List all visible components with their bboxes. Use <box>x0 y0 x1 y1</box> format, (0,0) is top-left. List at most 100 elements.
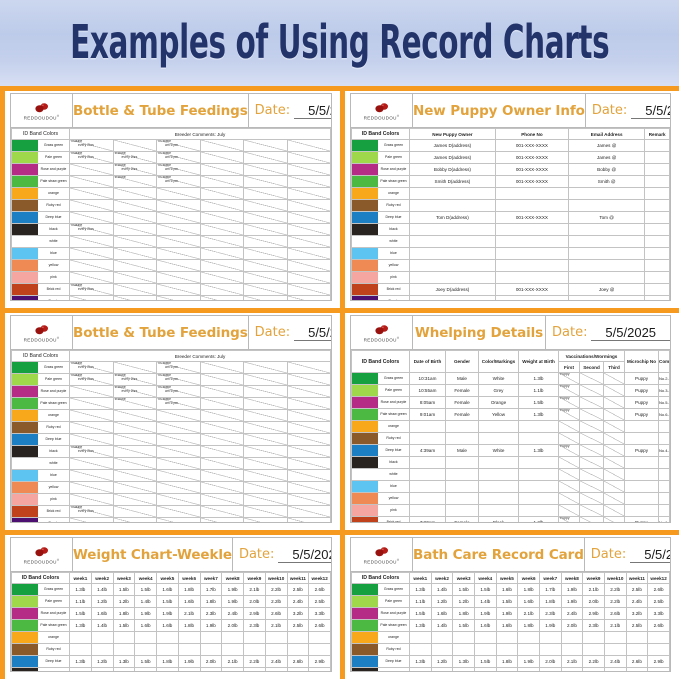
microchip-cell[interactable]: Puppy <box>624 408 660 421</box>
week-value-cell[interactable] <box>221 667 244 671</box>
owner-cell[interactable] <box>409 295 496 300</box>
whelping-weight-cell[interactable] <box>518 432 559 445</box>
feeding-cell[interactable] <box>69 385 114 398</box>
feeding-cell[interactable] <box>69 517 114 522</box>
week-value-cell[interactable]: 2.6lb <box>625 655 649 668</box>
feeding-cell[interactable] <box>156 223 201 236</box>
microchip-cell[interactable] <box>624 504 660 517</box>
feeding-cell[interactable] <box>286 397 331 410</box>
week-value-cell[interactable] <box>495 631 519 644</box>
owner-cell[interactable]: James D(address) <box>409 151 496 164</box>
week-value-cell[interactable]: 1.9lb <box>156 607 179 620</box>
week-value-cell[interactable]: 1.4lb <box>430 619 454 632</box>
week-value-cell[interactable] <box>409 667 432 671</box>
vaccination-first-note[interactable]: Puppy <box>560 384 570 388</box>
microchip-cell[interactable]: Puppy <box>624 384 660 397</box>
date-value[interactable]: 5/5/2025 <box>631 103 670 119</box>
whelping-dob-cell[interactable]: 10:55am <box>409 384 446 397</box>
vaccination-second-cell[interactable] <box>579 432 604 445</box>
week-value-cell[interactable]: 1.4lb <box>430 583 454 596</box>
owner-cell[interactable] <box>494 223 569 236</box>
feeding-cell[interactable]: 1/3tube every 2hrs <box>69 283 114 296</box>
feeding-cell[interactable] <box>286 421 331 434</box>
feeding-cell[interactable] <box>156 469 201 482</box>
feeding-cell[interactable] <box>156 235 201 248</box>
feeding-cell[interactable] <box>199 175 244 188</box>
whelping-gender-cell[interactable] <box>445 420 479 433</box>
feeding-cell[interactable] <box>199 211 244 224</box>
feeding-cell[interactable] <box>286 151 331 164</box>
feeding-cell[interactable] <box>199 457 244 470</box>
feeding-cell[interactable] <box>286 271 331 284</box>
week-value-cell[interactable]: 2.1lb <box>177 607 201 620</box>
week-value-cell[interactable] <box>243 643 266 656</box>
feeding-cell[interactable] <box>243 505 288 518</box>
feeding-cell[interactable] <box>69 433 114 446</box>
feeding-cell[interactable] <box>199 283 244 296</box>
feeding-cell[interactable] <box>156 505 201 518</box>
feeding-cell[interactable]: 1/3tube every 2hrs <box>69 505 114 518</box>
feeding-cell[interactable] <box>156 457 201 470</box>
feeding-cell[interactable] <box>156 259 201 272</box>
vaccination-third-cell[interactable] <box>602 516 626 522</box>
vaccination-second-cell[interactable] <box>579 384 604 397</box>
week-value-cell[interactable]: 1.5lb <box>69 607 92 620</box>
feeding-cell[interactable] <box>286 223 331 236</box>
whelping-marking-cell[interactable]: White <box>478 444 519 457</box>
week-value-cell[interactable]: 2.1lb <box>221 655 244 668</box>
week-value-cell[interactable]: 2.6lb <box>308 619 331 632</box>
week-value-cell[interactable]: 2.4lb <box>221 607 244 620</box>
owner-cell[interactable] <box>409 259 496 272</box>
week-value-cell[interactable] <box>560 643 584 656</box>
week-value-cell[interactable]: 3.3lb <box>647 607 670 620</box>
feeding-cell[interactable] <box>112 199 157 212</box>
feeding-note[interactable]: 1/3tube every 2hrs <box>71 153 94 160</box>
week-value-cell[interactable]: 2.1lb <box>517 607 540 620</box>
owner-cell[interactable] <box>494 235 569 248</box>
feeding-cell[interactable] <box>286 361 331 374</box>
comments-cell[interactable] <box>658 492 670 505</box>
feeding-note[interactable]: 1/3tube every 2hrs <box>71 141 94 148</box>
owner-cell[interactable]: 001-XXX-XXXX <box>494 211 569 224</box>
week-value-cell[interactable] <box>495 643 519 656</box>
vaccination-first-cell[interactable] <box>558 432 580 445</box>
owner-cell[interactable] <box>494 199 569 212</box>
feeding-cell[interactable] <box>199 505 244 518</box>
whelping-weight-cell[interactable] <box>518 468 559 481</box>
whelping-dob-cell[interactable]: 4:39am <box>409 444 446 457</box>
whelping-dob-cell[interactable] <box>409 468 446 481</box>
feeding-cell[interactable] <box>112 469 157 482</box>
week-value-cell[interactable]: 2.3lb <box>582 619 605 632</box>
week-value-cell[interactable]: 1.8lb <box>177 619 201 632</box>
vaccination-first-note[interactable]: Puppy <box>560 516 570 520</box>
week-value-cell[interactable]: 1.3lb <box>409 619 432 632</box>
vaccination-first-cell[interactable] <box>558 504 580 517</box>
vaccination-first-note[interactable]: Puppy <box>560 444 570 448</box>
week-value-cell[interactable] <box>177 643 201 656</box>
feeding-note[interactable]: 1/3tube every 2hrs <box>115 387 138 394</box>
week-value-cell[interactable]: 1.8lb <box>452 607 475 620</box>
owner-cell[interactable]: Joey D(address) <box>409 283 496 296</box>
week-value-cell[interactable]: 1.9lb <box>199 619 223 632</box>
feeding-cell[interactable] <box>199 223 244 236</box>
week-value-cell[interactable]: 1.8lb <box>538 595 562 608</box>
feeding-cell[interactable] <box>156 433 201 446</box>
owner-cell[interactable] <box>567 223 646 236</box>
whelping-marking-cell[interactable]: White <box>478 372 519 385</box>
week-value-cell[interactable]: 2.5lb <box>625 583 649 596</box>
feeding-cell[interactable] <box>69 271 114 284</box>
vaccination-first-cell[interactable]: Puppy <box>558 396 580 409</box>
feeding-note[interactable]: 1/3tube every 2hrs <box>71 363 94 370</box>
week-value-cell[interactable] <box>452 643 475 656</box>
feeding-cell[interactable] <box>243 385 288 398</box>
owner-cell[interactable]: Joey @ <box>567 283 646 296</box>
vaccination-third-cell[interactable] <box>602 504 626 517</box>
week-value-cell[interactable]: 1.6lb <box>177 595 201 608</box>
feeding-cell[interactable] <box>286 517 331 522</box>
week-value-cell[interactable]: 2.1lb <box>243 583 266 596</box>
feeding-cell[interactable] <box>156 199 201 212</box>
feeding-cell[interactable] <box>156 409 201 422</box>
week-value-cell[interactable] <box>112 631 136 644</box>
whelping-gender-cell[interactable]: Female <box>445 408 479 421</box>
week-value-cell[interactable]: 1.5lb <box>112 619 136 632</box>
